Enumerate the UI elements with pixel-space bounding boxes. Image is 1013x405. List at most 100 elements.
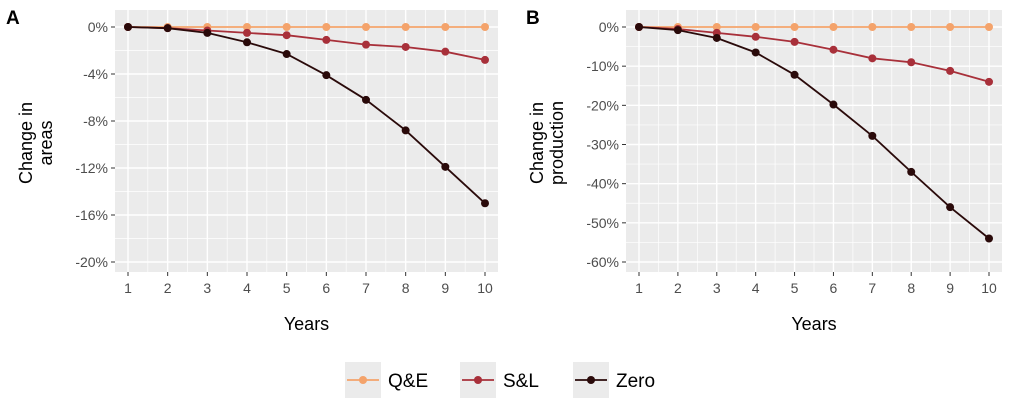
data-point-qe [907, 23, 916, 31]
y-tick-label: -20% [75, 254, 108, 270]
data-point-sl [282, 31, 291, 40]
y-tick-label: -4% [83, 66, 108, 82]
data-point-zero [635, 23, 643, 31]
series-line-sl [127, 26, 486, 61]
x-tick-label: 2 [674, 280, 682, 296]
data-point-zero [362, 95, 370, 104]
data-point-sl [243, 28, 251, 37]
legend-label-zero: Zero [616, 371, 655, 392]
data-point-sl [751, 32, 760, 41]
y-tick-label: -10% [586, 58, 619, 74]
x-axis-title: Years [791, 314, 836, 334]
y-tick-label: 0% [599, 19, 619, 35]
x-tick-label: 9 [441, 280, 449, 296]
data-point-zero [751, 48, 760, 57]
series-line-sl [638, 26, 990, 83]
series-line-zero [638, 26, 990, 240]
y-tick-label: -30% [586, 137, 619, 153]
y-tick-label: -16% [75, 207, 108, 223]
panel-label: B [526, 8, 540, 29]
data-point-zero [481, 199, 489, 208]
x-tick-label: 3 [203, 280, 211, 296]
legend-label-sl: S&L [503, 371, 539, 392]
data-point-qe [481, 23, 489, 31]
y-axis-title: Change in [16, 102, 36, 184]
x-tick-label: 4 [243, 280, 251, 296]
x-tick-label: 8 [907, 280, 915, 296]
x-tick-label: 9 [946, 280, 954, 296]
data-point-qe [868, 23, 877, 31]
data-point-sl [401, 42, 410, 51]
data-point-zero [163, 24, 172, 33]
y-axis-title: production [547, 101, 567, 185]
x-tick-label: 5 [791, 280, 799, 296]
data-point-zero [322, 71, 331, 80]
data-point-qe [441, 23, 450, 31]
data-point-zero [243, 38, 251, 47]
data-point-sl [829, 45, 838, 54]
legend: Q&E S&L Zero [340, 357, 680, 403]
x-tick-label: 8 [402, 280, 410, 296]
data-point-zero [401, 126, 410, 135]
data-point-sl [441, 47, 450, 56]
data-point-sl [985, 77, 993, 86]
data-point-sl [790, 37, 799, 46]
data-point-zero [441, 162, 450, 171]
x-tick-label: 3 [713, 280, 721, 296]
y-tick-label: 0% [88, 19, 108, 35]
x-axis-title: Years [284, 314, 329, 334]
data-point-qe [401, 23, 410, 31]
x-tick-label: 1 [124, 280, 132, 296]
data-point-zero [673, 26, 682, 35]
panel-label: A [6, 8, 20, 29]
data-point-zero [790, 70, 799, 79]
data-point-qe [243, 23, 251, 31]
series-line-zero [127, 26, 486, 204]
data-point-qe [829, 23, 838, 31]
data-point-qe [712, 23, 721, 31]
x-tick-label: 10 [981, 280, 997, 296]
data-point-qe [282, 23, 291, 31]
y-tick-label: -40% [586, 176, 619, 192]
data-point-zero [985, 234, 993, 243]
data-point-qe [751, 23, 760, 31]
panel-b-chart: 0% -10% -20% -30% -40% -50% -60% 1 2 3 4 5 6 7 8 9 10 B Ch… [526, 8, 1002, 334]
data-point-zero [829, 100, 838, 109]
x-tick-label: 5 [283, 280, 291, 296]
y-tick-label: -60% [586, 254, 619, 270]
y-axis-title: Change in [527, 102, 547, 184]
x-tick-label: 7 [362, 280, 370, 296]
legend-point-sl [474, 376, 482, 384]
data-point-zero [282, 50, 291, 59]
data-point-sl [362, 40, 370, 49]
y-tick-label: -12% [75, 160, 108, 176]
data-point-sl [481, 55, 489, 64]
x-tick-label: 4 [752, 280, 760, 296]
data-point-zero [712, 33, 721, 42]
data-point-sl [946, 66, 955, 75]
data-point-zero [946, 203, 955, 212]
panel-a-chart: 0% -4% -8% -12% -16% -20% 1 2 3 4 5 6 7 8 9 10 A Change i… [6, 8, 498, 334]
legend-box [340, 357, 680, 403]
data-point-qe [362, 23, 370, 31]
data-point-sl [907, 58, 916, 67]
legend-point-qe [359, 376, 367, 384]
data-point-qe [790, 23, 799, 31]
data-point-qe [985, 23, 993, 31]
data-point-sl [322, 35, 331, 44]
data-point-sl [868, 54, 877, 63]
x-tick-label: 10 [477, 280, 493, 296]
x-tick-label: 6 [830, 280, 838, 296]
y-tick-label: -8% [83, 113, 108, 129]
y-tick-label: -20% [586, 97, 619, 113]
data-point-zero [124, 23, 132, 31]
x-tick-label: 6 [322, 280, 330, 296]
data-point-zero [868, 131, 877, 140]
data-point-qe [946, 23, 955, 31]
data-point-zero [203, 28, 212, 37]
y-axis-title: areas [36, 120, 56, 165]
x-tick-label: 7 [868, 280, 876, 296]
data-point-qe [322, 23, 331, 31]
